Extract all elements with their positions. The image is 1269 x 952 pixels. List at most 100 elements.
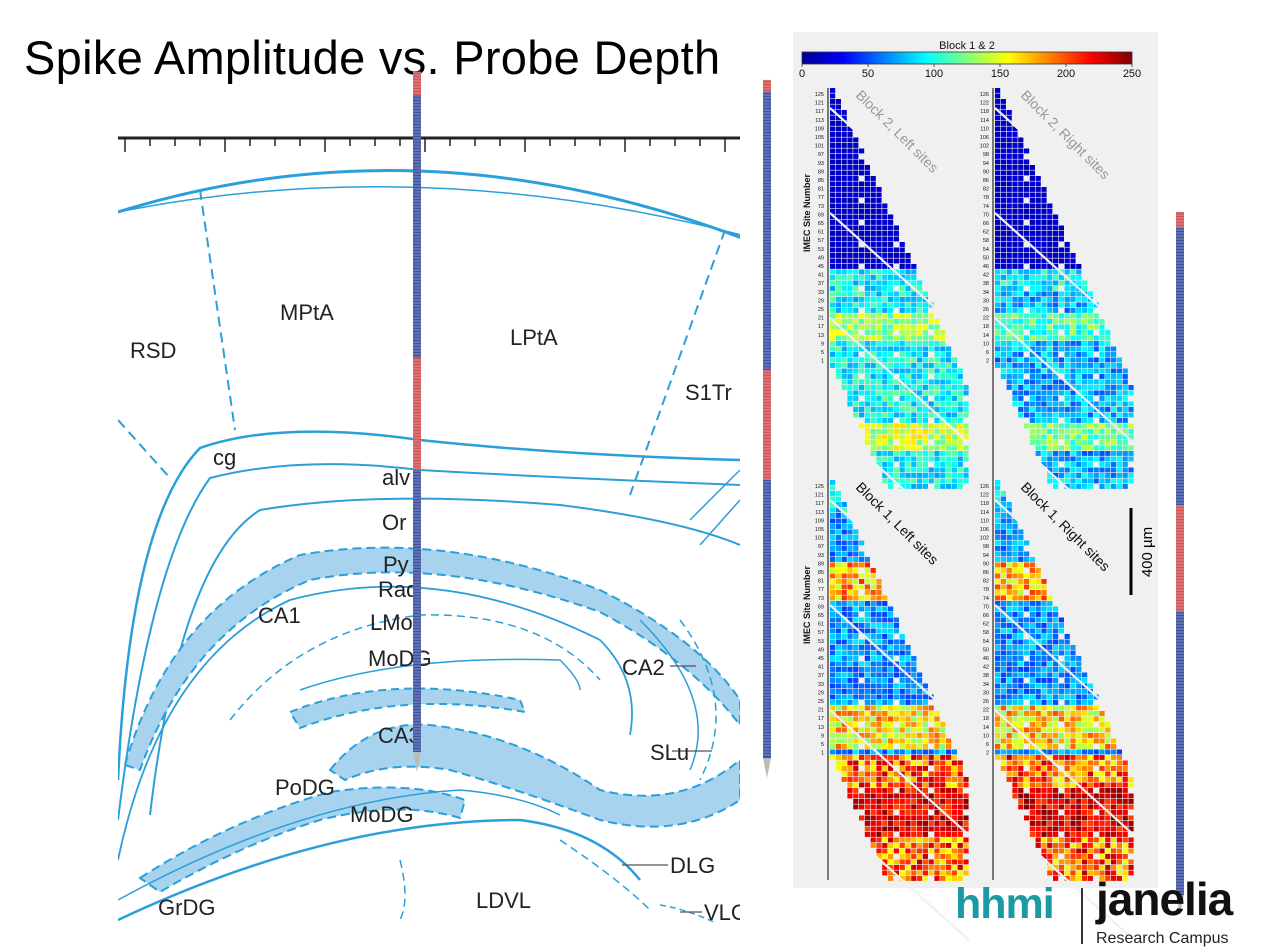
- site-number-label: 110: [980, 126, 989, 132]
- hhmi-logo: hhmi: [955, 880, 1055, 928]
- site-number-label: 93: [818, 161, 824, 167]
- site-number-label: 10: [983, 341, 989, 347]
- site-number-label: 66: [983, 613, 989, 619]
- site-number-label: 73: [818, 596, 824, 602]
- site-number-label: 94: [983, 161, 989, 167]
- probe-tip: [1176, 895, 1184, 915]
- colorbar-tick-label: 200: [1057, 68, 1075, 80]
- site-number-label: 90: [983, 169, 989, 175]
- site-number-label: 86: [983, 178, 989, 184]
- site-number-label: 18: [983, 716, 989, 722]
- probe-on-atlas: [413, 71, 421, 772]
- site-number-label: 6: [986, 742, 989, 748]
- site-number-label: 37: [818, 281, 824, 287]
- site-number-label: 9: [821, 733, 824, 739]
- probe-active-segment: [1176, 505, 1184, 612]
- site-number-label: 117: [815, 501, 824, 507]
- site-number-label: 98: [983, 152, 989, 158]
- atlas-label-s1tr: S1Tr: [685, 380, 732, 405]
- atlas-label-cg: cg: [213, 445, 236, 470]
- site-number-label: 82: [983, 187, 989, 193]
- site-number-label: 42: [983, 273, 989, 279]
- ruler-ticks: [124, 138, 726, 152]
- atlas-label-podg: PoDG: [275, 775, 335, 800]
- site-number-label: 94: [983, 553, 989, 559]
- site-number-label: 14: [983, 725, 989, 731]
- scale-bar-label: 400 µm: [1139, 527, 1156, 577]
- site-number-label: 81: [818, 187, 824, 193]
- site-number-label: 125: [815, 484, 824, 490]
- site-number-label: 45: [818, 264, 824, 270]
- site-number-label: 85: [818, 178, 824, 184]
- site-number-label: 86: [983, 570, 989, 576]
- site-number-label: 85: [818, 570, 824, 576]
- site-number-label: 65: [818, 613, 824, 619]
- probe-tip: [413, 752, 421, 772]
- site-number-label: 113: [815, 510, 824, 516]
- atlas-label-rad: Rad: [378, 577, 418, 602]
- site-number-label: 122: [980, 101, 989, 107]
- site-number-label: 109: [815, 518, 824, 524]
- probe-active-segment: [1176, 212, 1184, 228]
- site-number-label: 34: [983, 682, 989, 688]
- heatmap-panel: 1261221181141101061029894908682787470666…: [980, 479, 1135, 942]
- panel-ylabel: IMEC Site Number: [802, 173, 812, 252]
- site-number-label: 101: [815, 144, 824, 150]
- site-number-label: 22: [983, 708, 989, 714]
- site-number-label: 41: [818, 273, 824, 279]
- site-number-label: 105: [815, 135, 824, 141]
- site-number-label: 6: [986, 350, 989, 356]
- site-number-label: 110: [980, 518, 989, 524]
- site-number-label: 13: [818, 333, 824, 339]
- site-number-label: 54: [983, 247, 989, 253]
- atlas-label-vlg: VLG: [704, 900, 748, 925]
- site-number-label: 106: [980, 135, 989, 141]
- site-number-label: 105: [815, 527, 824, 533]
- atlas-label-modg: MoDG: [368, 646, 432, 671]
- site-number-label: 70: [983, 604, 989, 610]
- site-number-label: 45: [818, 656, 824, 662]
- site-number-label: 113: [815, 118, 824, 124]
- site-number-label: 78: [983, 195, 989, 201]
- atlas-label-modg-2: MoDG: [350, 802, 414, 827]
- site-number-label: 26: [983, 307, 989, 313]
- site-number-label: 29: [818, 690, 824, 696]
- site-number-label: 73: [818, 204, 824, 210]
- atlas-label-dlg: DLG: [670, 853, 715, 878]
- site-number-label: 126: [980, 484, 989, 490]
- probe-active-segment: [413, 72, 421, 95]
- atlas-label-rsd: RSD: [130, 338, 176, 363]
- site-number-label: 117: [815, 109, 824, 115]
- site-number-label: 118: [980, 109, 989, 115]
- atlas-label-ca2: CA2: [622, 655, 665, 680]
- atlas-label-or: Or: [382, 510, 406, 535]
- brain-atlas: RSD MPtA LPtA S1Tr cg alv Or Py Rad LMol…: [118, 136, 748, 925]
- panel-ylabel: IMEC Site Number: [802, 565, 812, 644]
- atlas-label-py: Py: [383, 552, 409, 577]
- site-number-label: 21: [818, 316, 824, 322]
- site-number-label: 1: [821, 751, 824, 757]
- colorbar-ticks: 0 50 100 150 200 250: [799, 64, 1141, 80]
- site-number-label: 5: [821, 742, 824, 748]
- site-number-label: 121: [815, 101, 824, 107]
- site-number-label: 77: [818, 587, 824, 593]
- probe-middle: [763, 79, 771, 778]
- site-number-label: 25: [818, 699, 824, 705]
- site-number-label: 37: [818, 673, 824, 679]
- site-number-label: 29: [818, 298, 824, 304]
- site-number-label: 102: [980, 144, 989, 150]
- site-number-label: 10: [983, 733, 989, 739]
- site-number-label: 74: [983, 596, 989, 602]
- site-number-label: 58: [983, 630, 989, 636]
- colorbar-tick-label: 50: [862, 68, 874, 80]
- heatmap-panel: 1251211171131091051019793898581777369656…: [802, 479, 970, 942]
- atlas-label-grdg: GrDG: [158, 895, 215, 920]
- site-number-label: 126: [980, 92, 989, 98]
- site-number-label: 78: [983, 587, 989, 593]
- probe-right: [1176, 211, 1184, 915]
- site-number-label: 30: [983, 298, 989, 304]
- site-number-label: 114: [980, 510, 989, 516]
- site-number-label: 21: [818, 708, 824, 714]
- site-number-label: 42: [983, 665, 989, 671]
